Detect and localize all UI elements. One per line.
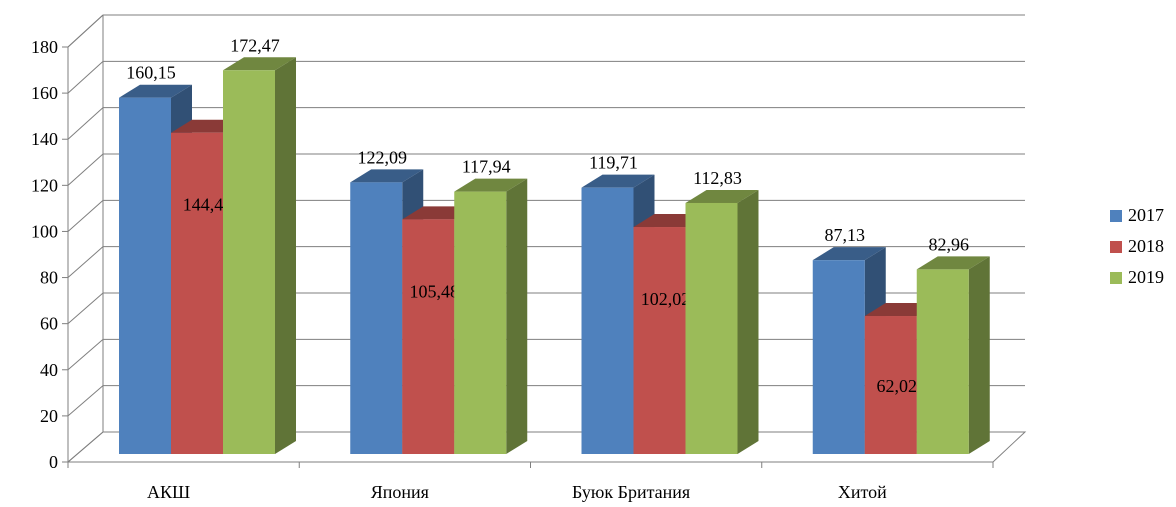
back-wall: [103, 15, 1025, 432]
data-label: 172,47: [230, 35, 280, 55]
side-gridline-60: [67, 292, 104, 325]
bar-2018-0: [171, 132, 223, 455]
y-tick-label: 80: [40, 268, 58, 288]
data-label: 87,13: [825, 225, 866, 245]
bar-top-2017-0: [119, 84, 192, 98]
bar-2019-0: [223, 70, 275, 455]
bar-2019-3: [916, 269, 969, 454]
bar-2017-2: [581, 187, 634, 455]
y-tick-label: 100: [31, 221, 58, 241]
side-gridline-20: [67, 385, 104, 417]
data-label: 122,09: [358, 147, 408, 167]
category-label: Буюк Британия: [572, 482, 690, 502]
legend-label-2017: 2017: [1128, 205, 1164, 225]
legend-swatch-2017: [1110, 209, 1122, 222]
bar-side-2019-2: [737, 189, 759, 454]
bar-side-2019-0: [275, 57, 296, 455]
legend-label-2018: 2018: [1128, 236, 1164, 256]
bar-top-2017-3: [812, 247, 886, 261]
side-gridline-140: [67, 107, 104, 140]
data-label: 112,83: [693, 168, 742, 188]
data-label: 119,71: [589, 153, 638, 173]
y-tick-label: 140: [31, 129, 58, 149]
data-label: 105,48: [410, 281, 460, 301]
legend-swatch-2019: [1110, 271, 1122, 284]
data-label: 160,15: [126, 63, 176, 83]
bar-top-2019-2: [685, 189, 759, 203]
bar-side-2019-3: [968, 256, 990, 454]
data-label: 82,96: [929, 234, 970, 254]
side-gridline-0: [67, 431, 104, 463]
bar-2018-1: [402, 219, 455, 454]
bar-top-2019-1: [454, 178, 528, 192]
wall-top-edge: [67, 14, 104, 48]
y-tick-label: 20: [40, 406, 58, 426]
data-label: 62,02: [877, 376, 918, 396]
bar-2018-3: [864, 316, 917, 454]
y-tick-label: 120: [31, 175, 58, 195]
bar-2019-1: [454, 191, 507, 454]
bar-top-2017-2: [581, 174, 655, 188]
y-tick-label: 0: [49, 452, 58, 472]
bar-2018-2: [633, 227, 686, 454]
bar-top-2017-1: [350, 169, 424, 183]
bar-2017-3: [812, 260, 865, 454]
legend-item-2018: 2018: [1110, 231, 1176, 262]
y-tick-label: 160: [31, 83, 58, 103]
y-tick-label: 60: [40, 314, 58, 334]
legend-item-2019: 2019: [1110, 262, 1176, 293]
side-gridline-80: [67, 246, 104, 278]
legend-item-2017: 2017: [1110, 200, 1176, 231]
data-label: 117,94: [462, 157, 511, 177]
bar-top-2019-3: [916, 256, 990, 270]
category-label: Хитой: [838, 482, 887, 502]
bar-2017-1: [350, 182, 403, 455]
y-tick-label: 180: [31, 37, 58, 57]
legend: 2017 2018 2019: [1110, 200, 1176, 293]
data-label: 102,02: [641, 289, 691, 309]
side-gridline-40: [67, 338, 104, 371]
side-gridline-100: [67, 199, 104, 232]
category-label: АКШ: [147, 482, 190, 502]
bar-2019-2: [685, 202, 738, 454]
category-label: Япония: [371, 482, 429, 502]
bar-side-2019-1: [506, 178, 528, 454]
legend-label-2019: 2019: [1128, 267, 1164, 287]
bar-top-2019-0: [223, 57, 296, 71]
side-gridline-120: [67, 153, 104, 186]
bar-2017-0: [119, 97, 171, 455]
legend-swatch-2018: [1110, 240, 1122, 253]
side-gridline-160: [67, 60, 104, 94]
data-label: 144,4: [183, 195, 224, 215]
y-tick-label: 40: [40, 360, 58, 380]
